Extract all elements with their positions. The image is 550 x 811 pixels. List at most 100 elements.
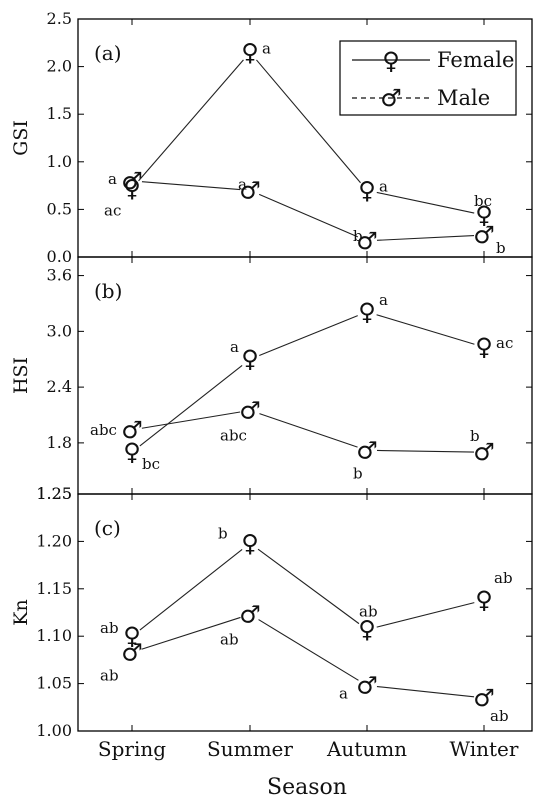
male-significance-label: b — [496, 239, 506, 257]
male-significance-label: b — [470, 427, 480, 445]
male-series-line — [141, 616, 241, 650]
male-significance-label: a — [108, 170, 117, 188]
male-series-line — [258, 619, 359, 681]
male-series-line — [376, 685, 475, 698]
male-marker: ♂ — [239, 396, 261, 424]
female-significance-label: ac — [496, 334, 513, 352]
male-significance-label: abc — [90, 421, 117, 439]
markers-layer: ♀♀♀♀♂ ♂♂ ♂♀♀♀♀♂♂♂ ♂♀♀♀♀♂♂♂ ♂ — [121, 38, 495, 712]
female-significance-label: a — [262, 39, 271, 57]
female-significance-label: a — [379, 177, 388, 195]
y-tick-label: 1.20 — [36, 531, 72, 550]
y-axis-title-hsi: HSI — [10, 357, 32, 394]
male-marker: ♂ — [473, 221, 495, 249]
male-significance-label: a — [339, 684, 348, 702]
female-series-line — [138, 59, 244, 182]
panel-label: (b) — [94, 279, 122, 303]
male-marker: ♂ — [239, 600, 261, 628]
male-series-line — [141, 411, 241, 429]
male-series-line — [141, 181, 241, 191]
axes-layer — [78, 18, 532, 732]
male-significance-label: ab — [100, 666, 119, 684]
female-series-line — [259, 315, 358, 356]
legend-female-label: Female — [437, 48, 514, 72]
y-tick-label: 1.10 — [36, 626, 72, 645]
panel-label: (c) — [94, 516, 121, 540]
y-tick-label: 1.25 — [36, 484, 72, 503]
female-series-line — [376, 602, 475, 628]
female-series-line — [257, 548, 360, 625]
female-marker: ♀ — [123, 438, 141, 466]
female-series-line — [376, 191, 475, 214]
male-significance-label: a — [238, 175, 247, 193]
legend-box — [339, 40, 517, 116]
male-series-line — [259, 413, 358, 448]
y-tick-label: 2.4 — [47, 377, 72, 396]
female-marker: ♀ — [241, 345, 259, 373]
female-significance-label: a — [379, 291, 388, 309]
female-significance-label: a — [230, 338, 239, 356]
panel-frames — [77, 18, 533, 732]
female-significance-label: ac — [104, 201, 121, 219]
female-significance-label: b — [218, 524, 228, 542]
male-marker: ♂ — [473, 438, 495, 466]
female-marker: ♀ — [358, 616, 376, 644]
female-significance-label: ab — [359, 603, 378, 621]
female-marker: ♀ — [358, 176, 376, 204]
female-marker: ♀ — [475, 333, 493, 361]
y-tick-label: 1.15 — [36, 579, 72, 598]
female-marker: ♀ — [123, 622, 141, 650]
female-series-line — [256, 59, 361, 184]
male-marker: ♂ — [121, 416, 143, 444]
y-axis-title-gsi: GSI — [10, 120, 32, 156]
male-significance-label: ab — [220, 630, 239, 648]
legend-male-label: Male — [437, 86, 490, 110]
male-series-line — [376, 449, 475, 453]
male-marker: ♂ — [473, 684, 495, 712]
female-series-line — [139, 549, 243, 631]
male-significance-label: b — [353, 227, 363, 245]
female-series-line — [376, 314, 475, 345]
y-tick-label: 2.0 — [47, 57, 72, 76]
y-tick-label: 1.8 — [47, 433, 72, 452]
female-significance-label: ab — [494, 569, 513, 587]
male-marker: ♂ — [121, 167, 143, 195]
female-series-line — [139, 364, 243, 447]
legend-male-symbol: ♂ — [380, 84, 402, 112]
y-tick-label: 1.0 — [47, 152, 72, 171]
y-tick-label: 3.0 — [47, 321, 72, 340]
female-significance-label: ab — [100, 619, 119, 637]
male-significance-label: b — [353, 464, 363, 482]
male-marker: ♂ — [121, 638, 143, 666]
female-marker: ♀ — [241, 529, 259, 557]
y-tick-label: 1.5 — [47, 104, 72, 123]
female-marker: ♀ — [241, 38, 259, 66]
y-tick-label: 1.00 — [36, 721, 72, 740]
male-marker: ♂ — [356, 227, 378, 255]
x-axis-title: Season — [267, 775, 347, 800]
female-marker: ♀ — [475, 586, 493, 614]
y-tick-label: 3.6 — [47, 266, 72, 285]
y-tick-label: 1.05 — [36, 674, 72, 693]
female-marker: ♀ — [358, 298, 376, 326]
series-lines-layer — [138, 59, 475, 698]
panel-frame-3 — [77, 493, 533, 732]
x-tick-label-winter: Winter — [450, 737, 519, 761]
male-marker: ♂ — [239, 176, 261, 204]
legend-female-symbol: ♀ — [382, 47, 400, 75]
female-marker: ♀ — [475, 201, 493, 229]
panel-label: (a) — [94, 41, 122, 65]
female-marker: ♀ — [123, 174, 141, 202]
legend: ♀ Female ♂ Male — [339, 40, 517, 116]
x-tick-label-autumn: Autumn — [326, 737, 407, 761]
y-tick-label: 0.5 — [47, 199, 72, 218]
male-significance-label: abc — [220, 426, 247, 444]
male-significance-label: ab — [490, 707, 509, 725]
male-marker: ♂ — [356, 671, 378, 699]
y-tick-label: 1.25 — [36, 484, 72, 503]
female-significance-label: bc — [474, 192, 492, 210]
x-tick-label-spring: Spring — [98, 737, 166, 761]
